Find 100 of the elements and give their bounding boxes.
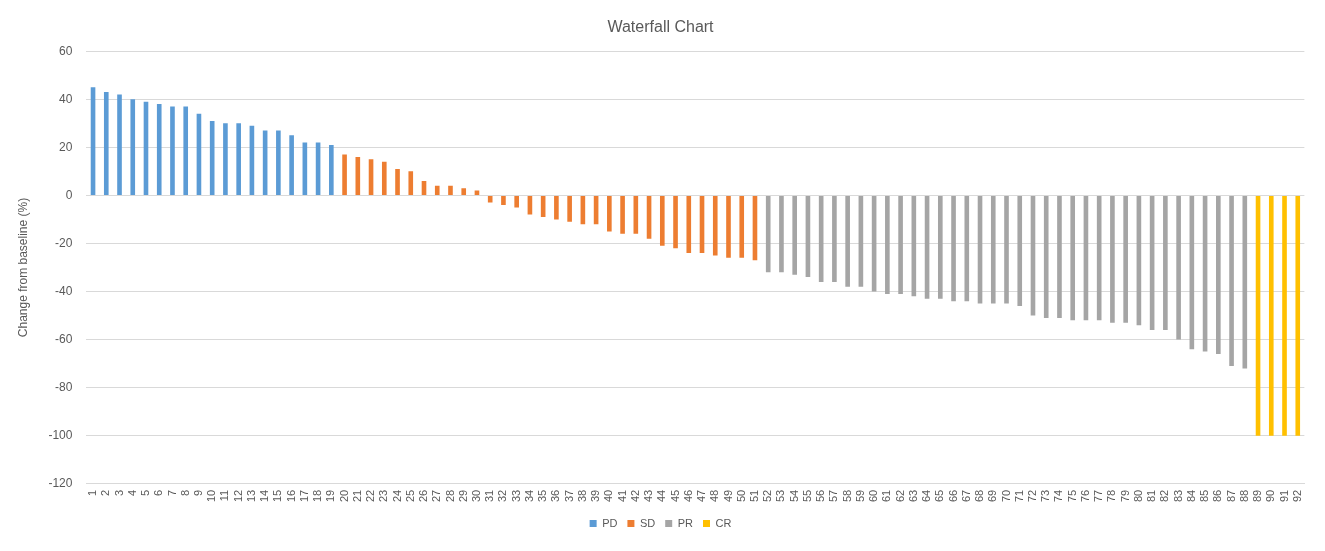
x-tick-label: 29 xyxy=(456,489,469,503)
legend-label: PD xyxy=(602,516,618,529)
bar xyxy=(1070,195,1076,321)
x-tick-label: 82 xyxy=(1158,489,1171,503)
x-tick-label: 34 xyxy=(522,489,535,503)
bar xyxy=(1216,195,1221,354)
bar xyxy=(779,195,784,273)
x-tick-label: 22 xyxy=(364,489,377,503)
x-tick-label: 37 xyxy=(562,489,575,503)
bar xyxy=(1229,195,1234,367)
x-tick-label: 79 xyxy=(1118,489,1131,503)
bar xyxy=(1110,195,1115,323)
x-tick-label: 90 xyxy=(1264,489,1277,503)
x-tick-label: 88 xyxy=(1237,489,1250,503)
x-tick-label: 18 xyxy=(311,489,324,503)
legend-label: SD xyxy=(639,516,656,529)
x-tick-label: 77 xyxy=(1092,489,1105,503)
bar xyxy=(130,99,136,195)
x-tick-label: 9 xyxy=(191,489,204,496)
x-tick-label: 27 xyxy=(430,489,443,503)
x-tick-label: 73 xyxy=(1039,489,1052,503)
x-tick-label: 13 xyxy=(244,489,257,503)
x-tick-label: 51 xyxy=(748,489,760,503)
bar xyxy=(117,94,122,195)
x-tick-label: 30 xyxy=(469,489,482,503)
x-tick-label: 42 xyxy=(628,489,641,503)
x-tick-label: 10 xyxy=(205,489,218,503)
y-tick-label: 0 xyxy=(65,187,73,202)
x-tick-label: 54 xyxy=(787,489,800,503)
y-tick-label: -80 xyxy=(55,379,73,394)
x-tick-label: 75 xyxy=(1065,489,1078,503)
x-tick-label: 59 xyxy=(853,489,866,503)
x-tick-label: 3 xyxy=(112,489,125,496)
x-tick-label: 24 xyxy=(390,489,403,503)
bar xyxy=(898,195,903,294)
bar xyxy=(1017,195,1023,306)
x-tick-label: 7 xyxy=(165,489,178,496)
x-tick-label: 78 xyxy=(1105,489,1118,503)
y-axis-title: Change from baseline (%) xyxy=(15,197,30,338)
legend-label: CR xyxy=(715,516,732,529)
x-tick-label: 57 xyxy=(827,489,840,503)
bar xyxy=(501,195,506,205)
x-tick-label: 41 xyxy=(615,489,628,503)
x-tick-label: 5 xyxy=(139,489,152,496)
bar xyxy=(990,195,996,304)
bar xyxy=(342,154,347,195)
bar xyxy=(395,168,400,195)
x-tick-label: 8 xyxy=(178,489,191,496)
x-tick-label: 38 xyxy=(575,489,588,503)
x-tick-label: 36 xyxy=(549,489,562,503)
y-tick-label: -20 xyxy=(55,235,73,250)
x-tick-label: 83 xyxy=(1171,489,1184,503)
bar xyxy=(170,106,175,195)
x-tick-label: 60 xyxy=(867,489,880,503)
bar xyxy=(487,195,493,203)
x-tick-label: 4 xyxy=(125,489,138,496)
x-tick-label: 1 xyxy=(86,489,99,496)
bar xyxy=(156,104,162,195)
x-tick-label: 16 xyxy=(284,489,297,503)
bar xyxy=(567,195,572,222)
x-tick-label: 23 xyxy=(377,489,390,503)
bar xyxy=(712,195,718,256)
x-tick-label: 71 xyxy=(1012,489,1025,503)
bar xyxy=(620,195,625,234)
x-tick-label: 48 xyxy=(708,489,721,503)
bar xyxy=(607,195,612,232)
y-tick-label: 60 xyxy=(59,43,73,58)
y-tick-label: 20 xyxy=(59,139,73,154)
x-tick-label: 32 xyxy=(496,489,509,503)
bar xyxy=(659,195,665,246)
bar xyxy=(1282,195,1287,436)
x-tick-label: 12 xyxy=(231,489,244,503)
x-tick-label: 2 xyxy=(99,489,112,496)
x-tick-label: 6 xyxy=(152,489,165,496)
x-tick-label: 86 xyxy=(1211,489,1224,503)
x-tick-label: 50 xyxy=(734,489,747,503)
bar xyxy=(276,130,281,195)
bar xyxy=(765,195,771,273)
x-tick-label: 28 xyxy=(443,489,456,503)
bar xyxy=(289,135,294,195)
x-tick-label: 35 xyxy=(536,489,549,503)
x-tick-label: 45 xyxy=(668,489,681,503)
bar xyxy=(885,195,890,294)
x-tick-label: 11 xyxy=(218,489,231,502)
x-tick-label: 25 xyxy=(403,489,416,503)
x-tick-label: 72 xyxy=(1026,489,1039,503)
x-tick-label: 89 xyxy=(1251,489,1264,503)
x-tick-label: 74 xyxy=(1052,489,1065,503)
x-tick-label: 85 xyxy=(1198,489,1211,503)
x-tick-label: 66 xyxy=(946,489,959,503)
bar xyxy=(832,195,837,282)
y-tick-label: 40 xyxy=(59,91,73,106)
x-tick-label: 33 xyxy=(509,489,522,503)
chart-title: Waterfall Chart xyxy=(607,18,715,36)
bar xyxy=(792,195,797,275)
x-tick-label: 19 xyxy=(324,489,337,503)
x-tick-label: 52 xyxy=(761,489,774,503)
bar xyxy=(223,123,228,195)
x-tick-label: 55 xyxy=(800,489,813,503)
bar xyxy=(461,188,467,195)
